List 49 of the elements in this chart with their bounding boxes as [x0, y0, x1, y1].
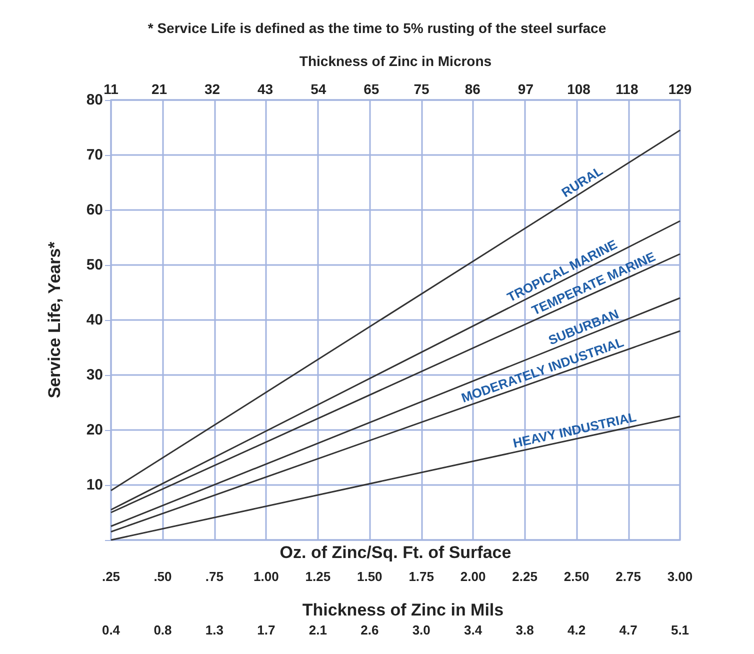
x-tick-label: 1.50 [356, 569, 382, 584]
text: 0.4 [102, 622, 121, 638]
x2-axis-title: Thickness of Zinc in Microns [299, 53, 492, 69]
y-tick-label: 70 [86, 146, 103, 164]
x2-tick-label: 118 [616, 81, 638, 97]
y-tick-label: 50 [86, 256, 103, 274]
x-tick-label: 3.00 [667, 569, 693, 584]
x2-tick-label: 75 [414, 81, 430, 97]
x-tick-label: 1.75 [408, 569, 434, 584]
x2-tick-label: 43 [258, 81, 274, 97]
y-tick-label: 20 [86, 422, 103, 438]
text: 5.1 [670, 622, 690, 638]
x-tick-label: 2.50 [564, 569, 590, 584]
text: 3.4 [464, 622, 483, 638]
y-tick-label: 30 [86, 366, 103, 384]
text: 4.2 [568, 622, 586, 638]
x2-tick-label: 97 [518, 81, 534, 97]
y-axis-title: Service Life, Years* [45, 241, 64, 398]
text: 3.8 [516, 622, 534, 638]
x-tick-label: .50 [154, 569, 172, 584]
x-tick-label: 2.25 [512, 569, 538, 584]
x-tick-label: 1.00 [254, 569, 279, 584]
x-tick-label: .25 [102, 569, 120, 584]
x2-tick-label: 86 [464, 81, 481, 97]
text: 2.1 [308, 622, 327, 638]
x2-tick-label: 108 [567, 81, 591, 97]
x2-tick-label: 129 [668, 81, 692, 97]
y-tick-label: 60 [86, 202, 103, 218]
y-tick-label: 80 [86, 92, 103, 108]
x-tick-label: 2.75 [616, 569, 641, 584]
y-tick-label: 10 [86, 476, 103, 494]
x-axis-title: Oz. of Zinc/Sq. Ft. of Surface [280, 543, 512, 562]
x2-tick-label: 21 [151, 81, 168, 97]
text: 1.3 [205, 622, 224, 638]
text: 1.7 [257, 622, 276, 638]
x-tick-label: .75 [205, 569, 224, 584]
x2-tick-label: 65 [364, 81, 380, 97]
text: 0.8 [154, 622, 172, 638]
x2-tick-label: 32 [204, 81, 220, 97]
x-tick-label: 1.25 [305, 569, 331, 584]
text: Thickness of Zinc in Mils [302, 600, 504, 620]
x2-tick-label: 11 [104, 81, 119, 97]
chart-title: * Service Life is defined as the time to 5% rusting of the steel surface [148, 20, 606, 36]
x2-tick-label: 54 [310, 81, 326, 97]
text: 2.6 [360, 622, 379, 638]
x-tick-label: 2.00 [460, 569, 486, 584]
y-tick-label: 40 [86, 312, 103, 328]
text: 3.0 [412, 622, 430, 638]
text: 4.7 [619, 622, 638, 638]
